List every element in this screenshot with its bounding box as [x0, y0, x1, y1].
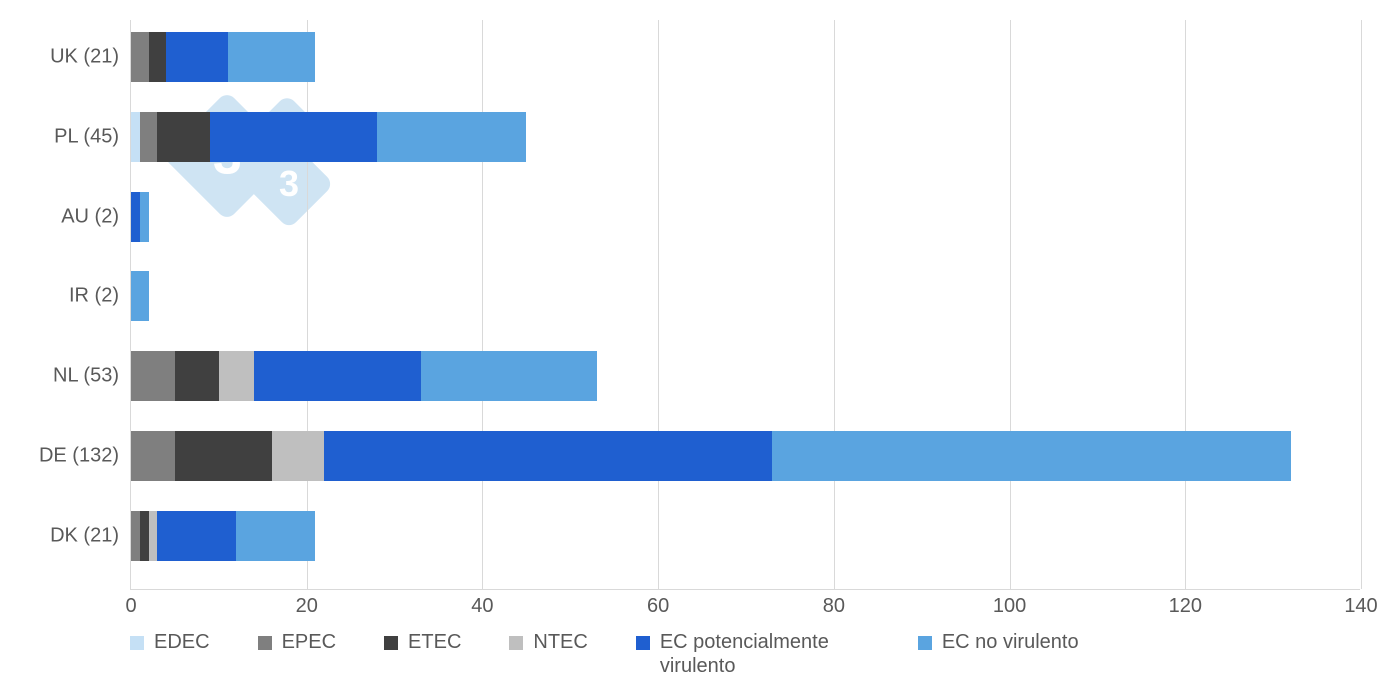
bar-segment-NTEC [219, 351, 254, 401]
y-category-label: DK (21) [50, 524, 119, 547]
legend-label: NTEC [533, 630, 587, 654]
x-tick-label: 100 [993, 595, 1026, 618]
plot-area: 333 Zerbin et al. 020406080100120140UK (… [130, 20, 1360, 590]
x-tick-label: 140 [1344, 595, 1377, 618]
x-tick-label: 80 [823, 595, 845, 618]
bar-segment-EPEC [131, 431, 175, 481]
gridline [482, 20, 483, 589]
bar-segment-EC_nv [377, 112, 526, 162]
bar-segment-EC_nv [421, 351, 597, 401]
bar-row [131, 112, 526, 162]
bar-segment-EC_pv [166, 32, 228, 82]
bar-segment-EC_nv [772, 431, 1290, 481]
bar-segment-EPEC [131, 511, 140, 561]
bar-segment-NTEC [272, 431, 325, 481]
legend-item-EC_nv: EC no virulento [918, 630, 1079, 654]
bar-segment-ETEC [157, 112, 210, 162]
stacked-bar-chart: 333 Zerbin et al. 020406080100120140UK (… [0, 0, 1400, 692]
bar-row [131, 32, 315, 82]
y-category-label: IR (2) [69, 285, 119, 308]
legend-swatch [130, 636, 144, 650]
bar-segment-EC_nv [131, 271, 149, 321]
bar-row [131, 192, 149, 242]
bar-segment-EC_nv [228, 32, 316, 82]
bar-segment-EPEC [140, 112, 158, 162]
bar-row [131, 271, 149, 321]
chart-legend: EDEC EPEC ETEC NTEC EC potencialmente virule… [130, 630, 1360, 678]
gridline [658, 20, 659, 589]
y-category-label: DE (132) [39, 445, 119, 468]
legend-swatch [258, 636, 272, 650]
x-tick-label: 0 [125, 595, 136, 618]
bar-segment-EC_pv [324, 431, 772, 481]
bar-segment-NTEC [149, 511, 158, 561]
bar-segment-EC_pv [157, 511, 236, 561]
legend-item-ETEC: ETEC [384, 630, 461, 654]
y-category-label: UK (21) [50, 46, 119, 69]
y-category-label: AU (2) [61, 205, 119, 228]
legend-label: EC potencialmente virulento [660, 630, 870, 678]
legend-item-EC_pv: EC potencialmente virulento [636, 630, 870, 678]
x-tick-label: 60 [647, 595, 669, 618]
bar-segment-EC_nv [140, 192, 149, 242]
bar-segment-ETEC [175, 351, 219, 401]
bar-segment-ETEC [149, 32, 167, 82]
bar-segment-EPEC [131, 32, 149, 82]
bar-segment-EC_pv [210, 112, 377, 162]
bar-segment-EPEC [131, 351, 175, 401]
legend-label: EC no virulento [942, 630, 1079, 654]
bar-row [131, 351, 597, 401]
bar-row [131, 431, 1291, 481]
gridline [1361, 20, 1362, 589]
legend-item-EDEC: EDEC [130, 630, 210, 654]
bar-segment-ETEC [175, 431, 272, 481]
legend-swatch [918, 636, 932, 650]
legend-item-NTEC: NTEC [509, 630, 587, 654]
legend-swatch [384, 636, 398, 650]
bar-segment-EDEC [131, 112, 140, 162]
gridline [834, 20, 835, 589]
legend-label: EPEC [282, 630, 336, 654]
bar-segment-EC_pv [254, 351, 421, 401]
gridline [1185, 20, 1186, 589]
legend-swatch [636, 636, 650, 650]
y-category-label: PL (45) [54, 125, 119, 148]
x-tick-label: 40 [471, 595, 493, 618]
legend-swatch [509, 636, 523, 650]
gridline [307, 20, 308, 589]
bar-row [131, 511, 315, 561]
bar-segment-ETEC [140, 511, 149, 561]
legend-label: EDEC [154, 630, 210, 654]
bar-segment-EC_nv [236, 511, 315, 561]
x-tick-label: 20 [296, 595, 318, 618]
gridline [1010, 20, 1011, 589]
legend-label: ETEC [408, 630, 461, 654]
bar-segment-EC_pv [131, 192, 140, 242]
y-category-label: NL (53) [53, 365, 119, 388]
legend-item-EPEC: EPEC [258, 630, 336, 654]
x-tick-label: 120 [1169, 595, 1202, 618]
